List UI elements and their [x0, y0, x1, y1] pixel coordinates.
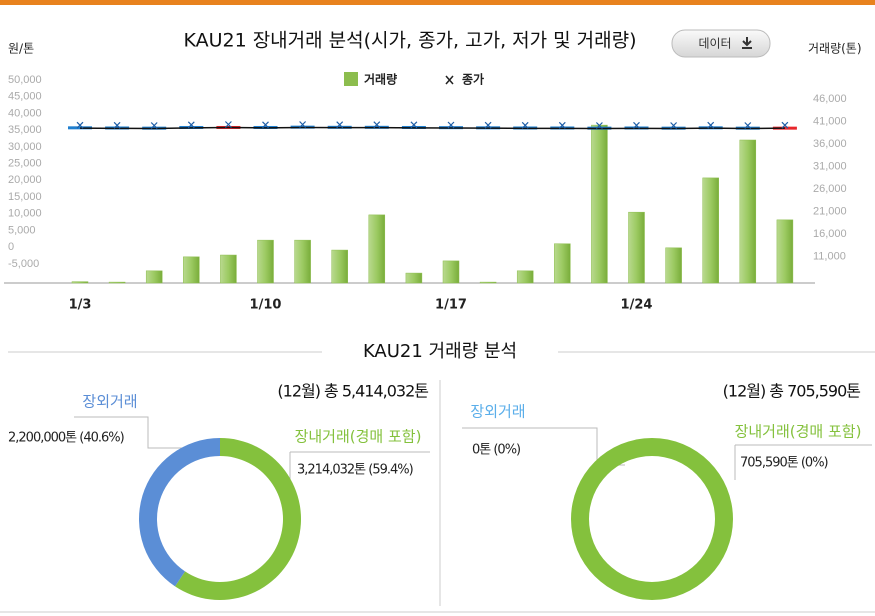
total-label: (12월) 총 5,414,032톤: [277, 382, 428, 401]
section-title: KAU21 거래량 분석: [363, 341, 517, 362]
y2-axis-label: 거래량(톤): [808, 42, 862, 56]
legend-marker-x: [445, 75, 454, 85]
value-label: 0톤 (0%): [472, 443, 520, 458]
y2-tick-label: 31,000: [813, 161, 847, 173]
bar: [368, 214, 386, 284]
close-marker: [299, 121, 307, 128]
close-marker: [113, 121, 121, 129]
candle-body: [68, 126, 92, 130]
close-marker: [150, 122, 158, 129]
button-bg[interactable]: [671, 29, 771, 58]
category-label: 장내거래(경매 포함): [295, 428, 422, 446]
bar: [145, 270, 163, 284]
data-button[interactable]: 데이터: [671, 29, 771, 58]
close-marker: [336, 121, 344, 129]
y2-tick-label: 16,000: [813, 228, 847, 240]
close-marker: [373, 121, 381, 129]
category-label: 장외거래: [82, 393, 137, 411]
chart-title: KAU21 장내거래 분석(시가, 종가, 고가, 저가 및 거래량): [183, 30, 636, 52]
close-marker: [595, 122, 603, 129]
bar: [739, 139, 757, 284]
close-marker: [633, 121, 640, 129]
close-marker: [558, 121, 566, 129]
bar: [405, 272, 423, 284]
close-marker: [410, 121, 418, 129]
value-label: 705,590톤 (0%): [740, 456, 828, 471]
donut-segment: [175, 438, 301, 600]
y2-tick-label: 46,000: [813, 93, 847, 105]
bar: [628, 211, 645, 284]
bar: [591, 124, 608, 284]
bar: [442, 260, 460, 284]
close-marker: [484, 121, 492, 129]
x-tick-label: 1/3: [69, 298, 92, 313]
bar: [479, 281, 497, 284]
legend-swatch-bar: [344, 72, 358, 86]
bar: [183, 256, 200, 284]
bar: [554, 243, 571, 284]
close-marker: [224, 121, 232, 128]
y-tick-label: 25,000: [8, 158, 42, 170]
donut-segment: [138, 438, 220, 587]
value-label: 3,214,032톤 (59.4%): [297, 463, 413, 478]
top-stripe: [0, 0, 875, 5]
close-marker: [76, 121, 84, 129]
button-label[interactable]: 데이터: [698, 37, 731, 51]
legend-label: 거래량: [364, 72, 397, 87]
y-tick-label: 0: [8, 241, 14, 253]
category-label: 장외거래: [470, 403, 525, 421]
y-tick-label: 40,000: [8, 107, 42, 119]
y-tick-label: 15,000: [8, 191, 42, 203]
y-tick-label: 5,000: [8, 224, 36, 236]
y2-tick-label: 36,000: [813, 138, 847, 150]
y2-tick-label: 21,000: [813, 206, 847, 218]
bar: [108, 281, 126, 284]
y-tick-label: 35,000: [8, 124, 42, 136]
close-marker: [262, 121, 269, 129]
y-tick-label: 10,000: [8, 208, 42, 220]
y-tick-label: 45,000: [8, 91, 42, 103]
download-icon[interactable]: [742, 37, 752, 49]
category-label: 장내거래(경매 포함): [735, 423, 862, 441]
close-marker: [670, 122, 678, 129]
close-marker: [187, 121, 195, 129]
close-marker: [707, 121, 715, 129]
x-tick-label: 1/10: [250, 298, 282, 313]
y2-tick-label: 11,000: [813, 251, 846, 263]
y-tick-label: 50,000: [8, 74, 42, 86]
y2-tick-label: 26,000: [813, 183, 847, 195]
total-label: (12월) 총 705,590톤: [723, 382, 861, 401]
bar: [294, 239, 311, 284]
close-line: [79, 126, 785, 130]
y-tick-label: -5,000: [8, 258, 39, 270]
y-axis-label: 원/톤: [8, 42, 34, 56]
bar: [702, 177, 719, 284]
x-tick-label: 1/24: [621, 298, 653, 313]
bar: [665, 247, 682, 284]
bar: [220, 254, 237, 284]
y2-tick-label: 41,000: [813, 115, 847, 127]
close-marker: [521, 121, 529, 129]
value-label: 2,200,000톤 (40.6%): [8, 431, 124, 446]
bar: [71, 281, 89, 284]
close-marker: [744, 122, 752, 129]
bar: [516, 270, 534, 284]
y-tick-label: 20,000: [8, 174, 42, 186]
y-tick-label: 30,000: [8, 141, 42, 153]
bar: [257, 239, 274, 284]
bar: [776, 219, 794, 284]
x-tick-label: 1/17: [435, 298, 467, 313]
donut-segment: [571, 438, 733, 600]
legend-label: 종가: [462, 72, 484, 87]
close-marker: [447, 121, 455, 129]
close-marker: [781, 121, 789, 129]
bar: [331, 249, 348, 284]
